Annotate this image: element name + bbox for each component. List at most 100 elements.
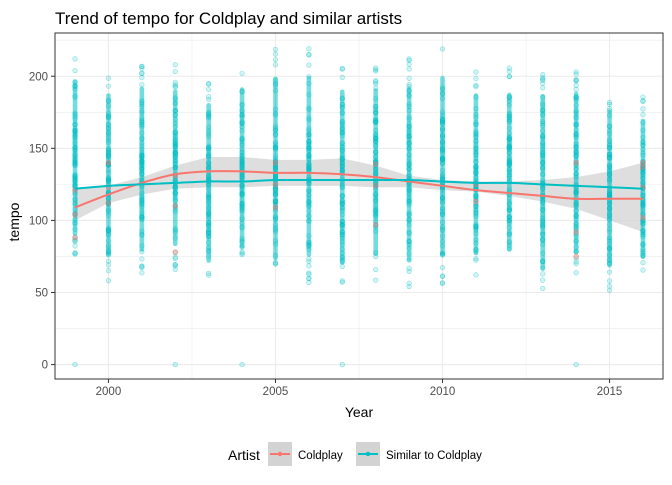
similar-point-band (139, 86, 145, 252)
similar-point (306, 275, 312, 282)
coldplay-trend-line (74, 170, 643, 209)
similar-point (373, 266, 379, 273)
similar-point (439, 273, 446, 280)
similar-point (105, 268, 112, 274)
similar-point (239, 249, 245, 255)
similar-point (573, 255, 579, 261)
similar-point (172, 82, 178, 88)
similar-point (540, 72, 546, 78)
similar-point (606, 283, 613, 289)
similar-point (72, 67, 78, 74)
coldplay-point (373, 183, 379, 189)
similar-point (239, 252, 245, 258)
similar-point (406, 75, 412, 81)
similar-point (573, 78, 579, 84)
legend-key-coldplay (268, 442, 292, 466)
similar-point (339, 74, 345, 80)
coldplay-point (640, 160, 646, 166)
coldplay-point (72, 235, 78, 241)
coldplay-point (373, 222, 379, 228)
similar-point (172, 266, 178, 273)
similar-point (573, 86, 579, 93)
x-tick-label: 2015 (597, 386, 623, 398)
similar-point (506, 68, 512, 74)
similar-point (72, 250, 78, 256)
similar-point-outlier (172, 361, 178, 368)
similar-point (640, 94, 646, 100)
similar-point (406, 61, 412, 68)
similar-point (306, 271, 312, 277)
similar-point (139, 265, 145, 271)
y-tick-label: 100 (29, 215, 48, 227)
similar-point (373, 67, 379, 73)
similar-point (139, 65, 145, 71)
similar-point (206, 81, 212, 87)
similar-point (439, 265, 446, 271)
similar-point (139, 256, 145, 262)
x-tick-label: 2010 (430, 386, 456, 398)
similar-point (473, 69, 479, 75)
similar-trend-line (74, 178, 643, 190)
similar-point (373, 78, 379, 84)
similar-point (306, 51, 312, 58)
coldplay-point (105, 160, 112, 166)
coldplay-point (573, 160, 579, 166)
similar-point-band (540, 94, 546, 271)
similar-point (373, 79, 379, 85)
similar-point (139, 74, 145, 81)
similar-point (206, 96, 212, 103)
similar-point (540, 285, 546, 292)
similar-point (72, 250, 78, 257)
similar-point (172, 255, 178, 262)
y-tick-label: 150 (29, 143, 48, 155)
coldplay-point (72, 211, 78, 218)
similar-point (272, 46, 279, 53)
similar-point (306, 279, 312, 286)
x-axis-ticks: 2000 2005 2010 2015 (96, 379, 623, 398)
similar-point (540, 277, 546, 283)
similar-point-band (507, 92, 512, 252)
similar-point (540, 77, 546, 83)
similar-point-outlier (72, 361, 78, 368)
similar-point (72, 236, 78, 243)
similar-point (540, 76, 546, 82)
similar-point (540, 85, 546, 91)
coldplay-point (172, 249, 178, 255)
similar-point (339, 263, 345, 270)
similar-point (640, 98, 646, 104)
similar-point (139, 63, 145, 70)
similar-point (339, 65, 345, 72)
similar-point (239, 70, 245, 77)
coldplay-point (272, 181, 279, 188)
similar-point (606, 101, 613, 107)
similar-point-band (473, 93, 479, 256)
chart-title: Trend of tempo for Coldplay and similar … (55, 9, 402, 28)
similar-point (373, 277, 379, 283)
y-tick-label: 200 (29, 71, 48, 83)
similar-point (306, 46, 312, 52)
similar-point (373, 81, 379, 87)
similar-point (172, 79, 178, 85)
similar-point (172, 68, 178, 75)
y-tick-label: 50 (35, 288, 48, 300)
similar-point (306, 263, 312, 269)
similar-point (339, 279, 345, 285)
x-axis-label: Year (345, 404, 374, 420)
coldplay-point (473, 198, 479, 205)
similar-point (406, 268, 412, 274)
similar-point-band (440, 75, 445, 256)
similar-point (306, 270, 312, 276)
similar-point (606, 278, 613, 284)
similar-point (473, 82, 479, 88)
similar-point (406, 56, 412, 62)
similar-point-outlier (573, 361, 579, 368)
trend-lines (74, 170, 643, 209)
similar-point (206, 272, 212, 278)
similar-point (573, 77, 579, 83)
similar-point (206, 81, 212, 87)
similar-point (272, 57, 279, 63)
similar-point (373, 68, 379, 74)
similar-point-outlier (339, 361, 345, 368)
similar-point (72, 243, 78, 249)
y-axis-label: tempo (6, 202, 22, 241)
